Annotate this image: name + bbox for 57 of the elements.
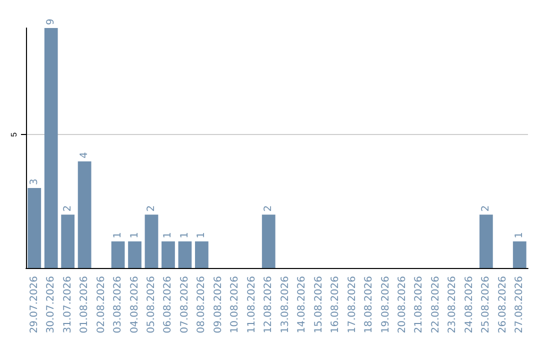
x-tick-label: 30.07.2026	[46, 276, 57, 334]
data-label: 4	[79, 152, 90, 158]
x-tick-label: 27.08.2026	[514, 276, 526, 334]
x-tick-label: 07.08.2026	[179, 276, 190, 334]
x-tick-label: 17.08.2026	[346, 276, 358, 334]
bar	[479, 214, 493, 268]
bar	[61, 214, 75, 268]
x-tick-label: 31.07.2026	[62, 276, 74, 334]
x-tick-label: 19.08.2026	[380, 276, 392, 334]
bar	[78, 161, 92, 268]
bar	[44, 28, 58, 268]
x-tick-label: 25.08.2026	[480, 276, 492, 334]
bar	[111, 241, 125, 268]
x-tick-label: 10.08.2026	[230, 276, 241, 334]
bar	[178, 241, 192, 268]
bar	[144, 214, 158, 268]
x-tick-label: 21.08.2026	[414, 276, 425, 334]
x-tick-label: 12.08.2026	[263, 276, 274, 334]
x-tick-label: 20.08.2026	[397, 276, 408, 334]
x-tick-label: 03.08.2026	[112, 276, 124, 334]
x-tick-label: 22.08.2026	[430, 276, 442, 334]
data-label: 2	[263, 205, 274, 212]
x-tick-label: 09.08.2026	[212, 276, 224, 334]
bar	[162, 241, 175, 268]
x-tick-label: 11.08.2026	[246, 276, 258, 334]
data-label: 2	[146, 205, 157, 212]
x-tick-label: 18.08.2026	[364, 276, 375, 334]
x-tick-label: 13.08.2026	[280, 276, 291, 334]
x-tick-label: 26.08.2026	[497, 276, 508, 334]
data-label: 9	[46, 18, 57, 25]
x-tick-label: 23.08.2026	[447, 276, 458, 334]
data-label: 1	[112, 232, 124, 238]
x-tick-label: 29.07.2026	[28, 276, 40, 334]
x-tick-label: 14.08.2026	[296, 276, 308, 334]
bar	[28, 188, 42, 268]
x-tick-label: 06.08.2026	[162, 276, 174, 334]
data-label: 2	[480, 205, 492, 212]
data-label: 1	[514, 232, 526, 238]
data-label: 1	[179, 232, 190, 238]
x-tick-label: 16.08.2026	[330, 276, 342, 334]
data-label: 1	[196, 232, 208, 238]
data-label: 3	[28, 178, 40, 185]
x-tick-label: 24.08.2026	[464, 276, 475, 334]
bar	[195, 241, 208, 268]
data-label: 1	[129, 232, 140, 238]
bar	[512, 241, 526, 268]
x-tick-label: 02.08.2026	[96, 276, 107, 334]
x-tick-label: 05.08.2026	[146, 276, 157, 334]
x-tick-label: 04.08.2026	[129, 276, 140, 334]
bar	[128, 241, 142, 268]
y-tick-label: 5	[10, 132, 18, 137]
data-label: 1	[162, 232, 174, 238]
bar	[262, 214, 276, 268]
x-tick-label: 15.08.2026	[313, 276, 324, 334]
data-label: 2	[62, 205, 74, 212]
x-tick-label: 08.08.2026	[196, 276, 208, 334]
x-tick-label: 01.08.2026	[79, 276, 90, 334]
